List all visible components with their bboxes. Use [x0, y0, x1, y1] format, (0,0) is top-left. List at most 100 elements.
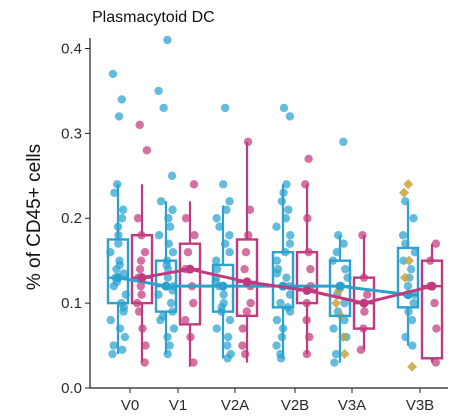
data-point-diamond — [398, 187, 409, 198]
data-point — [154, 86, 163, 96]
data-point — [118, 205, 128, 214]
data-point — [272, 222, 281, 231]
box-rect — [396, 246, 420, 309]
data-point — [285, 239, 295, 248]
y-tick-label: 0.4 — [61, 40, 82, 57]
data-point — [141, 341, 150, 350]
data-point — [118, 345, 127, 355]
data-point-diamond — [339, 349, 350, 360]
x-tick-label: V2B — [281, 397, 309, 414]
data-point — [241, 247, 251, 257]
data-point — [403, 281, 413, 291]
data-point — [272, 341, 281, 350]
data-point — [398, 231, 408, 240]
data-point — [211, 256, 221, 265]
data-point — [136, 281, 145, 291]
data-point — [409, 298, 418, 308]
data-point — [306, 264, 315, 274]
data-point — [285, 112, 295, 121]
data-point — [406, 264, 416, 274]
data-point — [272, 269, 282, 278]
median-trend-point — [113, 273, 123, 283]
data-point — [431, 239, 441, 248]
data-point — [163, 273, 173, 282]
data-point — [430, 298, 439, 308]
data-point — [156, 197, 166, 206]
box-rect — [271, 250, 295, 309]
data-point — [218, 180, 228, 189]
data-point — [276, 298, 285, 308]
chart-title: Plasmacytoid DC — [92, 9, 215, 26]
data-point — [212, 214, 221, 223]
data-point — [246, 298, 255, 308]
data-point — [112, 264, 121, 274]
box-rect — [178, 242, 202, 326]
data-point — [189, 180, 199, 189]
median-trend-point — [185, 264, 195, 274]
data-point — [408, 341, 417, 350]
data-point — [140, 247, 150, 257]
data-point — [133, 214, 143, 223]
data-point — [120, 332, 130, 342]
data-point — [163, 332, 172, 342]
data-point — [225, 197, 234, 206]
data-point — [242, 307, 251, 316]
median-lines-layer — [113, 264, 437, 308]
data-point — [219, 290, 228, 299]
median-trend-point — [161, 281, 171, 291]
data-point — [225, 315, 235, 325]
data-point — [339, 239, 348, 248]
data-point — [244, 231, 253, 240]
median-trend-line — [141, 267, 433, 305]
box-rect — [235, 238, 259, 318]
data-point — [189, 358, 198, 367]
box-rect — [211, 263, 235, 313]
data-point — [399, 256, 408, 265]
median-trend-point — [218, 281, 228, 291]
data-point — [272, 256, 282, 265]
data-point — [190, 231, 199, 240]
data-point — [159, 103, 168, 113]
data-point — [286, 231, 295, 240]
data-point — [166, 298, 176, 308]
data-point — [240, 264, 249, 274]
median-trend-point — [359, 298, 369, 308]
data-point — [284, 205, 293, 214]
median-trend-point — [427, 281, 437, 291]
data-point — [135, 120, 144, 130]
data-point — [108, 349, 117, 359]
data-point — [279, 103, 289, 113]
axes-layer: 0.0 0.1 0.2 0.3 0.4 V0 V1 V2A V2B V3A V3B — [61, 38, 448, 414]
data-point — [163, 349, 172, 359]
data-point — [169, 324, 179, 333]
median-trend-point — [335, 281, 345, 291]
data-point — [241, 349, 250, 359]
data-point — [168, 247, 178, 257]
data-point — [222, 205, 231, 214]
box-rect — [295, 250, 319, 305]
data-point — [117, 95, 127, 104]
data-point — [212, 324, 221, 333]
data-point — [285, 307, 295, 316]
data-point — [330, 358, 339, 367]
data-point — [106, 315, 115, 325]
data-point — [304, 154, 313, 164]
data-point — [137, 290, 146, 299]
y-tick-label: 0.2 — [61, 210, 82, 227]
data-point — [334, 231, 343, 240]
data-point — [114, 112, 124, 121]
data-point-diamond — [399, 272, 410, 283]
data-point — [223, 341, 232, 350]
data-point — [117, 214, 127, 223]
median-trend-point — [302, 285, 312, 295]
data-point — [409, 214, 418, 223]
data-point-diamond — [403, 179, 414, 190]
data-point — [277, 197, 287, 206]
data-point — [431, 358, 441, 367]
data-point-diamond — [331, 298, 342, 309]
data-point — [282, 273, 291, 282]
data-point — [225, 231, 234, 240]
box-rect — [130, 234, 154, 305]
points-layer — [106, 35, 441, 372]
